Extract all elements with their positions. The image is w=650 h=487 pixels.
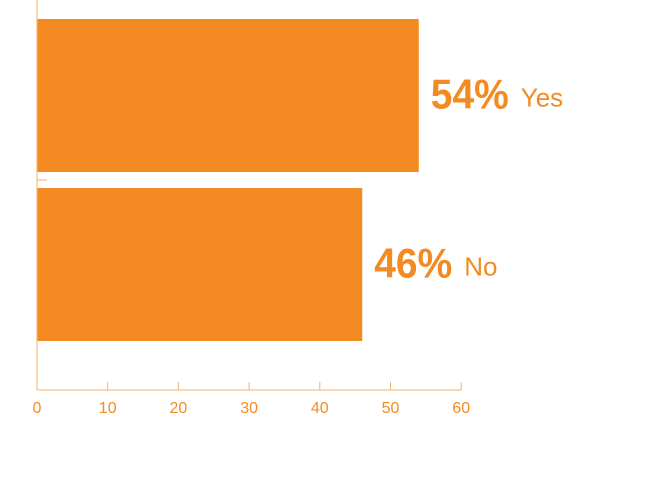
x-tick-label-0: 0 — [33, 400, 42, 417]
x-tick-label-10: 10 — [99, 400, 117, 417]
category-label-yes: Yes — [521, 83, 563, 113]
bar-yes — [37, 19, 419, 172]
value-label-no: 46% — [374, 240, 452, 287]
x-tick-label-60: 60 — [452, 400, 470, 417]
labels-layer: 54% Yes 46% No 0 10 20 30 40 50 60 — [33, 71, 564, 418]
axes-layer — [36, 0, 462, 391]
x-tick-label-50: 50 — [382, 400, 400, 417]
bars-layer — [37, 19, 419, 341]
x-tick-label-40: 40 — [311, 400, 329, 417]
category-label-no: No — [464, 252, 497, 282]
value-label-yes: 54% — [431, 71, 509, 118]
bar-no — [37, 188, 363, 341]
x-tick-label-20: 20 — [170, 400, 188, 417]
x-tick-label-30: 30 — [240, 400, 258, 417]
